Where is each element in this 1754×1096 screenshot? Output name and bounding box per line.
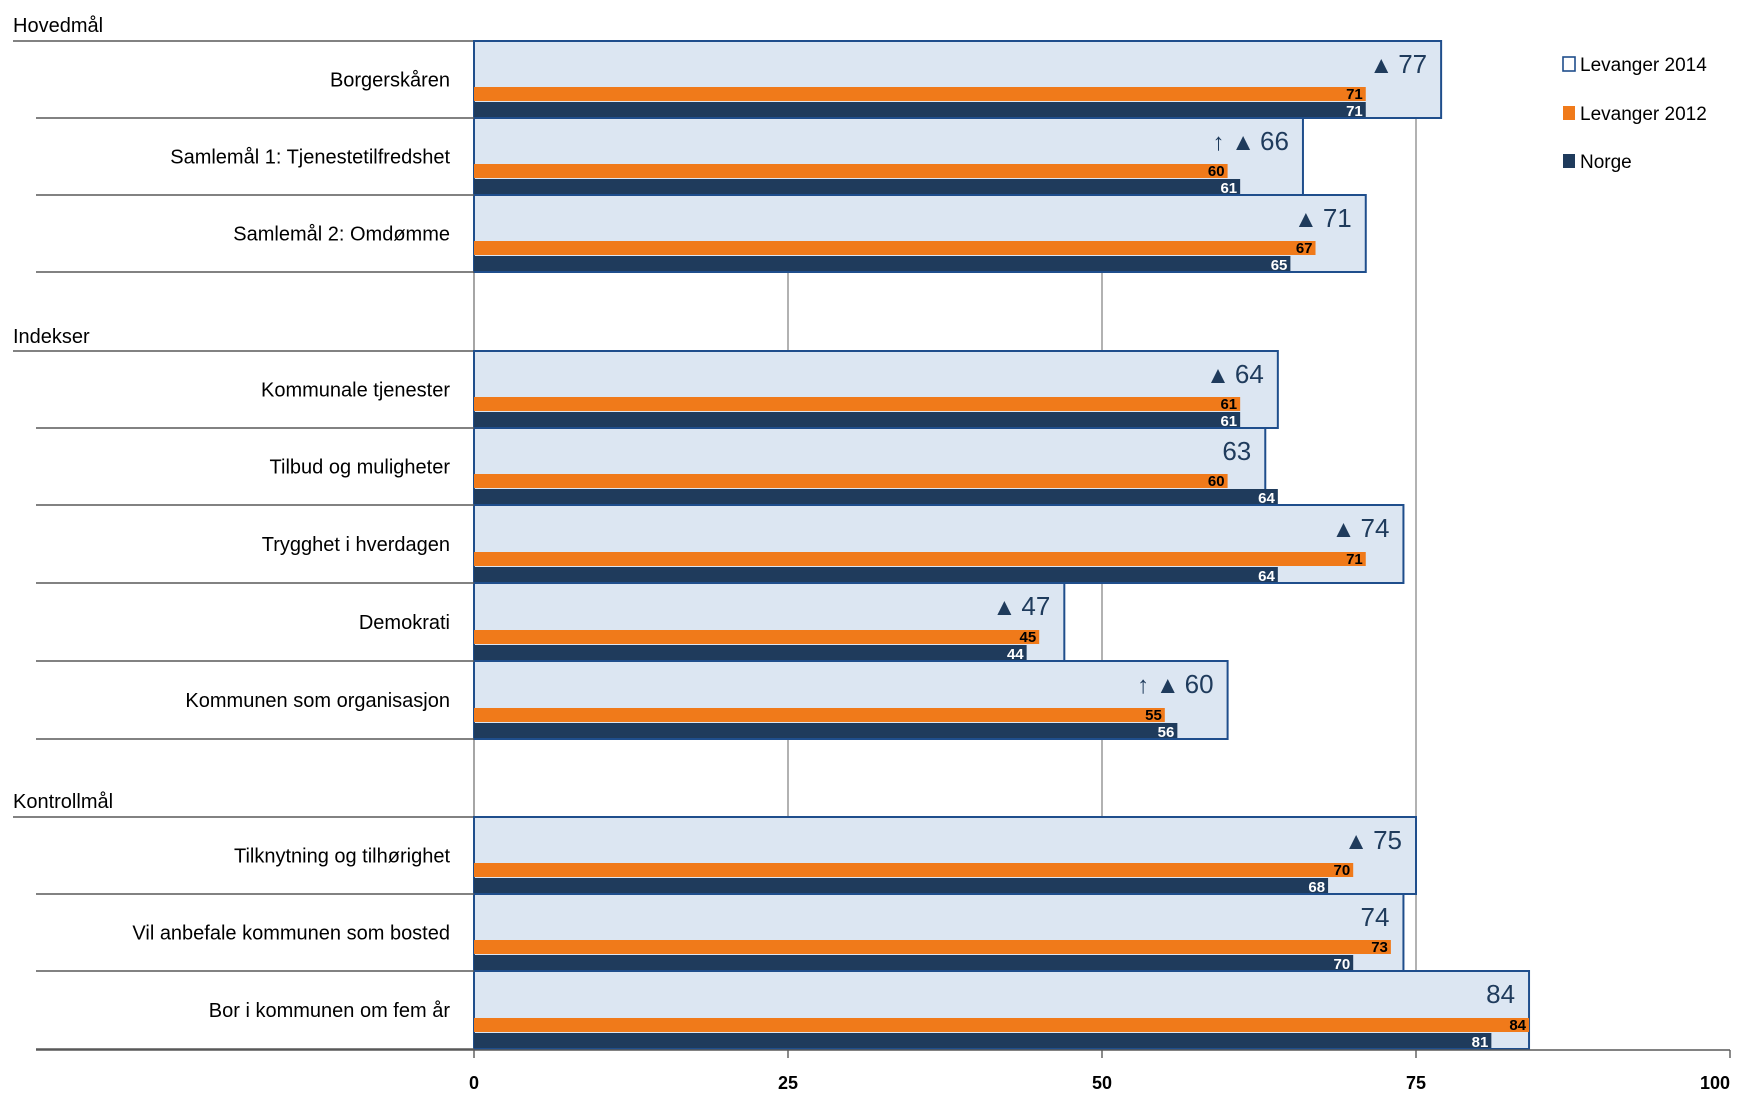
data-label-levanger-2014: 74 xyxy=(1361,513,1390,543)
bar-norge xyxy=(474,489,1278,504)
bar-levanger-2012 xyxy=(474,552,1366,566)
data-label-levanger-2014: 64 xyxy=(1235,359,1264,389)
row-label: Borgerskåren xyxy=(330,70,450,92)
data-label-levanger-2014: 77 xyxy=(1398,49,1427,79)
legend-label: Norge xyxy=(1580,152,1632,173)
data-label-norge: 44 xyxy=(1007,646,1024,663)
bar-levanger-2012 xyxy=(474,940,1391,954)
bar-norge xyxy=(474,955,1354,970)
data-label-norge: 70 xyxy=(1334,956,1351,973)
data-label-levanger-2012: 67 xyxy=(1296,240,1313,257)
data-label-levanger-2012: 73 xyxy=(1371,939,1388,956)
row-labels: Borgerskåren Samlemål 1: Tjenestetilfreds… xyxy=(36,70,474,1050)
change-marker: ▲ xyxy=(1206,362,1230,389)
legend-swatch-norge xyxy=(1563,154,1575,168)
data-label-norge: 64 xyxy=(1258,490,1275,507)
x-tick-label: 0 xyxy=(469,1073,479,1093)
bar-levanger-2012 xyxy=(474,241,1316,255)
change-marker: ↑ ▲ xyxy=(1137,672,1179,699)
legend: Levanger 2014 Levanger 2012 Norge xyxy=(1562,55,1707,173)
data-label-levanger-2012: 71 xyxy=(1346,86,1363,103)
data-label-levanger-2014: 71 xyxy=(1323,203,1352,233)
row-label: Kommunale tjenester xyxy=(261,380,450,402)
legend-swatch-levanger-2012 xyxy=(1563,106,1575,120)
group-headers: Hovedmål Indekser Kontrollmål xyxy=(13,15,474,818)
change-marker: ▲ xyxy=(993,594,1017,621)
data-label-norge: 56 xyxy=(1158,724,1175,741)
change-marker: ▲ xyxy=(1294,206,1318,233)
data-label-norge: 81 xyxy=(1472,1034,1489,1051)
bar-norge xyxy=(474,1033,1492,1048)
row-label: Vil anbefale kommunen som bosted xyxy=(132,923,450,945)
bar-norge xyxy=(474,645,1027,660)
data-label-levanger-2014: 60 xyxy=(1185,669,1214,699)
bar-levanger-2012 xyxy=(474,630,1040,644)
data-label-levanger-2012: 84 xyxy=(1509,1017,1526,1034)
data-label-levanger-2014: 47 xyxy=(1021,591,1050,621)
bar-levanger-2012 xyxy=(474,474,1228,488)
x-tick-label: 100 xyxy=(1700,1073,1730,1093)
legend-label: Levanger 2012 xyxy=(1580,104,1707,125)
data-label-levanger-2012: 60 xyxy=(1208,163,1225,180)
change-marker: ▲ xyxy=(1344,828,1368,855)
data-label-levanger-2012: 55 xyxy=(1145,707,1162,724)
bar-levanger-2012 xyxy=(474,87,1366,101)
bar-norge xyxy=(474,723,1178,738)
change-marker: ▲ xyxy=(1369,52,1393,79)
bar-norge xyxy=(474,256,1291,271)
bar-norge xyxy=(474,878,1329,893)
group-title: Indekser xyxy=(13,326,90,348)
legend-swatch-levanger-2014 xyxy=(1562,56,1576,72)
data-label-norge: 68 xyxy=(1308,879,1325,896)
group-title: Kontrollmål xyxy=(13,791,113,813)
bar-norge xyxy=(474,179,1241,194)
row-label: Samlemål 1: Tjenestetilfredshet xyxy=(170,147,450,169)
bar-levanger-2012 xyxy=(474,397,1241,411)
x-tick-label: 25 xyxy=(778,1073,798,1093)
data-label-norge: 61 xyxy=(1220,180,1237,197)
data-label-levanger-2014: 74 xyxy=(1361,902,1390,932)
row-label: Trygghet i hverdagen xyxy=(262,534,450,556)
x-axis: 0 25 50 75 100 xyxy=(36,1049,1731,1093)
data-label-levanger-2012: 45 xyxy=(1020,629,1037,646)
data-label-levanger-2014: 84 xyxy=(1486,979,1515,1009)
bar-levanger-2012 xyxy=(474,1018,1530,1032)
bar-levanger-2012 xyxy=(474,863,1354,877)
row-label: Kommunen som organisasjon xyxy=(185,690,450,712)
bar-norge xyxy=(474,102,1366,117)
row-label: Tilknytning og tilhørighet xyxy=(234,846,450,868)
change-marker: ▲ xyxy=(1332,516,1356,543)
data-label-levanger-2012: 60 xyxy=(1208,473,1225,490)
bar-levanger-2012 xyxy=(474,164,1228,178)
legend-label: Levanger 2014 xyxy=(1580,55,1707,76)
data-label-levanger-2012: 61 xyxy=(1220,396,1237,413)
data-label-levanger-2014: 66 xyxy=(1260,126,1289,156)
row-label: Demokrati xyxy=(359,612,450,634)
bar-norge xyxy=(474,567,1278,582)
bar-levanger-2012 xyxy=(474,708,1165,722)
data-label-norge: 71 xyxy=(1346,103,1363,120)
row-label: Tilbud og muligheter xyxy=(270,457,451,479)
group-title: Hovedmål xyxy=(13,15,103,37)
data-label-levanger-2014: 63 xyxy=(1222,436,1251,466)
data-label-norge: 65 xyxy=(1271,257,1288,274)
x-tick-label: 75 xyxy=(1406,1073,1426,1093)
data-label-norge: 61 xyxy=(1220,413,1237,430)
change-marker: ↑ ▲ xyxy=(1213,129,1255,156)
data-label-levanger-2014: 75 xyxy=(1373,825,1402,855)
row-label: Samlemål 2: Omdømme xyxy=(233,224,450,246)
bar-norge xyxy=(474,412,1241,427)
data-label-norge: 64 xyxy=(1258,568,1275,585)
data-label-levanger-2012: 71 xyxy=(1346,551,1363,568)
row-label: Bor i kommunen om fem år xyxy=(209,1000,451,1022)
x-tick-label: 50 xyxy=(1092,1073,1112,1093)
data-label-levanger-2012: 70 xyxy=(1334,862,1351,879)
